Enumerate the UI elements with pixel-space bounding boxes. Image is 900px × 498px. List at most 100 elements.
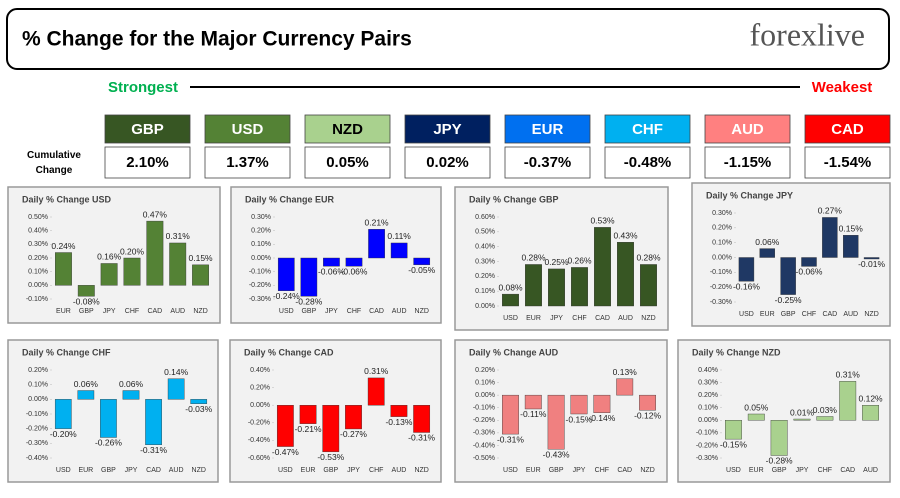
value-label: 0.53%	[590, 216, 615, 226]
y-tick-label: 0.50%	[475, 229, 495, 236]
bar	[770, 420, 788, 456]
row-label: Cumulative Change	[27, 150, 81, 176]
page-title: % Change for the Major Currency Pairs	[22, 28, 412, 51]
chart-title: Daily % Change CAD	[244, 347, 334, 357]
x-tick-label: EUR	[78, 467, 93, 474]
y-tick-label: -0.20%	[696, 442, 718, 449]
y-tick-label: 0.00%	[712, 254, 732, 261]
value-label: -0.05%	[408, 265, 435, 275]
value-label: -0.15%	[720, 439, 747, 449]
value-label: -0.13%	[385, 417, 412, 427]
y-tick-label: 0.10%	[475, 379, 495, 386]
bar	[413, 405, 431, 433]
value-label: -0.15%	[566, 414, 593, 424]
x-tick-label: CAD	[146, 467, 161, 474]
value-label: -0.25%	[775, 295, 802, 305]
y-tick-label: 0.10%	[28, 269, 48, 276]
bar	[862, 405, 879, 421]
bar	[300, 257, 318, 297]
currency-name: EUR	[532, 121, 564, 138]
x-tick-label: JPY	[325, 308, 338, 315]
x-tick-label: CHF	[347, 308, 361, 315]
x-tick-label: NZD	[641, 315, 655, 322]
bar	[548, 268, 565, 307]
x-tick-label: USD	[56, 467, 71, 474]
bar	[413, 257, 431, 266]
bar	[759, 248, 775, 258]
bar	[640, 264, 657, 307]
bar	[747, 413, 765, 421]
currency-value: -1.15%	[724, 154, 772, 171]
bar	[276, 405, 294, 447]
bar	[839, 381, 857, 421]
bar	[368, 229, 385, 259]
y-tick-label: 0.40%	[475, 244, 495, 251]
currency-header	[204, 114, 291, 144]
y-tick-label: 0.00%	[28, 396, 48, 403]
bar	[146, 220, 164, 286]
bar	[77, 285, 95, 297]
x-tick-label: GBP	[301, 308, 316, 315]
y-tick-label: -0.30%	[249, 296, 271, 303]
bar	[100, 263, 118, 286]
bar	[616, 378, 634, 396]
bar	[277, 257, 295, 291]
y-tick-label: 0.10%	[698, 405, 718, 412]
x-tick-label: CAD	[595, 315, 610, 322]
value-label: 0.25%	[544, 257, 569, 267]
currency-value-box	[504, 146, 591, 179]
y-tick-label: 0.30%	[28, 241, 48, 248]
x-tick-label: NZD	[193, 308, 207, 315]
x-tick-label: EUR	[301, 467, 316, 474]
currency-value-box	[704, 146, 791, 179]
y-tick-label: 0.00%	[28, 282, 48, 289]
y-tick-label: -0.10%	[26, 296, 48, 303]
value-label: 0.21%	[365, 218, 390, 228]
x-tick-label: CAD	[617, 467, 632, 474]
y-tick-label: -0.20%	[26, 426, 48, 433]
bar	[524, 394, 542, 410]
bar	[390, 405, 408, 417]
bar	[345, 257, 363, 267]
bar	[822, 217, 838, 258]
bar	[525, 264, 542, 307]
bar	[192, 264, 209, 286]
x-tick-label: JPY	[573, 467, 586, 474]
x-tick-label: GBP	[323, 467, 338, 474]
value-label: 0.03%	[813, 405, 838, 415]
x-tick-label: CHF	[572, 315, 586, 322]
y-tick-label: 0.50%	[28, 214, 48, 221]
chart-title: Daily % Change USD	[22, 194, 112, 204]
bar	[843, 235, 859, 258]
x-tick-label: AUD	[843, 311, 858, 318]
bar	[780, 257, 796, 295]
value-label: -0.26%	[95, 438, 122, 448]
value-label: -0.27%	[340, 429, 367, 439]
x-tick-label: GBP	[772, 467, 787, 474]
currency-name: AUD	[731, 121, 764, 138]
bar	[299, 405, 317, 424]
chart-title: Daily % Change AUD	[469, 347, 559, 357]
x-tick-label: EUR	[526, 467, 541, 474]
y-tick-label: 0.30%	[698, 379, 718, 386]
bar	[322, 405, 340, 453]
weakest-label: Weakest	[812, 79, 873, 96]
currency-value-box	[304, 146, 391, 179]
value-label: -0.20%	[50, 429, 77, 439]
x-tick-label: AUD	[392, 467, 407, 474]
bar	[122, 390, 140, 400]
currency-value: -0.37%	[524, 154, 572, 171]
bar	[367, 377, 385, 406]
y-tick-label: 0.20%	[251, 228, 271, 235]
value-label: 0.12%	[859, 393, 884, 403]
x-tick-label: CHF	[595, 467, 609, 474]
y-tick-label: 0.10%	[251, 241, 271, 248]
y-tick-label: -0.20%	[473, 417, 495, 424]
logo: forexlive	[750, 16, 866, 52]
y-tick-label: -0.20%	[710, 284, 732, 291]
y-tick-label: -0.60%	[248, 455, 270, 462]
y-tick-label: -0.10%	[473, 405, 495, 412]
value-label: -0.01%	[858, 259, 885, 269]
value-label: -0.06%	[318, 266, 345, 276]
